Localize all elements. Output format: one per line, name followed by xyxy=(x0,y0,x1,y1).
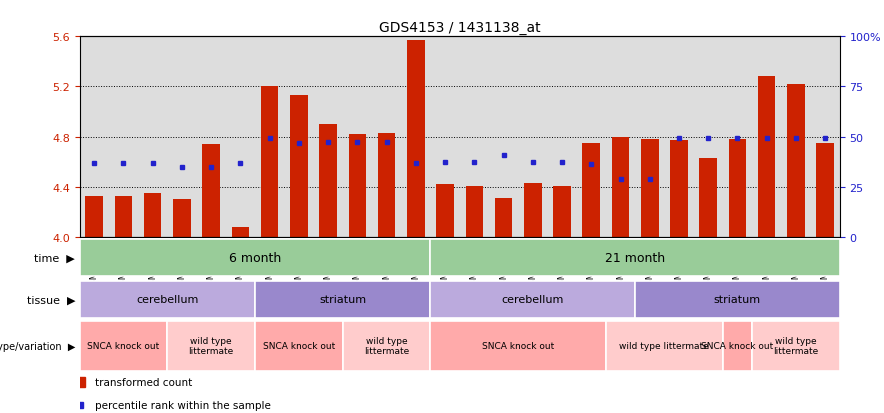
Text: SNCA knock out: SNCA knock out xyxy=(482,342,554,350)
Bar xyxy=(787,85,804,237)
Bar xyxy=(80,281,255,318)
Bar xyxy=(261,87,278,237)
Text: SNCA knock out: SNCA knock out xyxy=(88,342,159,350)
Bar xyxy=(86,196,103,237)
Bar xyxy=(752,321,840,371)
Text: tissue  ▶: tissue ▶ xyxy=(27,294,75,304)
Text: striatum: striatum xyxy=(319,294,366,304)
Text: wild type
littermate: wild type littermate xyxy=(774,336,819,356)
Text: time  ▶: time ▶ xyxy=(34,253,75,263)
Bar xyxy=(431,281,635,318)
Bar xyxy=(232,228,249,237)
Bar xyxy=(144,194,162,237)
Bar xyxy=(80,321,167,371)
Text: 6 month: 6 month xyxy=(229,252,281,265)
Text: transformed count: transformed count xyxy=(95,377,192,387)
Bar xyxy=(202,145,220,237)
Bar xyxy=(115,196,133,237)
Bar xyxy=(583,144,600,237)
Bar xyxy=(348,135,366,237)
Bar xyxy=(758,77,775,237)
Bar xyxy=(553,186,571,237)
Text: cerebellum: cerebellum xyxy=(501,294,564,304)
Bar xyxy=(635,281,840,318)
Text: striatum: striatum xyxy=(714,294,761,304)
Bar xyxy=(466,186,483,237)
Text: wild type littermate: wild type littermate xyxy=(620,342,709,350)
Bar xyxy=(817,144,834,237)
Bar xyxy=(670,141,688,237)
Text: wild type
littermate: wild type littermate xyxy=(188,336,233,356)
Text: percentile rank within the sample: percentile rank within the sample xyxy=(95,400,271,410)
Text: SNCA knock out: SNCA knock out xyxy=(701,342,774,350)
Bar xyxy=(255,281,431,318)
Text: wild type
littermate: wild type littermate xyxy=(364,336,409,356)
Title: GDS4153 / 1431138_at: GDS4153 / 1431138_at xyxy=(379,21,540,35)
Bar xyxy=(431,321,606,371)
Bar xyxy=(612,138,629,237)
Bar xyxy=(606,321,723,371)
Bar xyxy=(407,41,424,237)
Bar xyxy=(699,159,717,237)
Bar xyxy=(343,321,431,371)
Text: cerebellum: cerebellum xyxy=(136,294,199,304)
Bar xyxy=(431,240,840,277)
Text: genotype/variation  ▶: genotype/variation ▶ xyxy=(0,341,75,351)
Bar xyxy=(255,321,343,371)
Bar xyxy=(641,140,659,237)
Bar xyxy=(377,133,395,237)
Bar xyxy=(290,96,308,237)
Bar xyxy=(524,184,542,237)
Bar xyxy=(723,321,752,371)
Bar xyxy=(173,200,191,237)
Bar xyxy=(167,321,255,371)
Text: 21 month: 21 month xyxy=(605,252,665,265)
Text: SNCA knock out: SNCA knock out xyxy=(263,342,335,350)
Bar xyxy=(80,240,431,277)
Bar xyxy=(495,199,513,237)
Bar xyxy=(437,185,453,237)
Bar xyxy=(319,125,337,237)
Bar xyxy=(728,140,746,237)
